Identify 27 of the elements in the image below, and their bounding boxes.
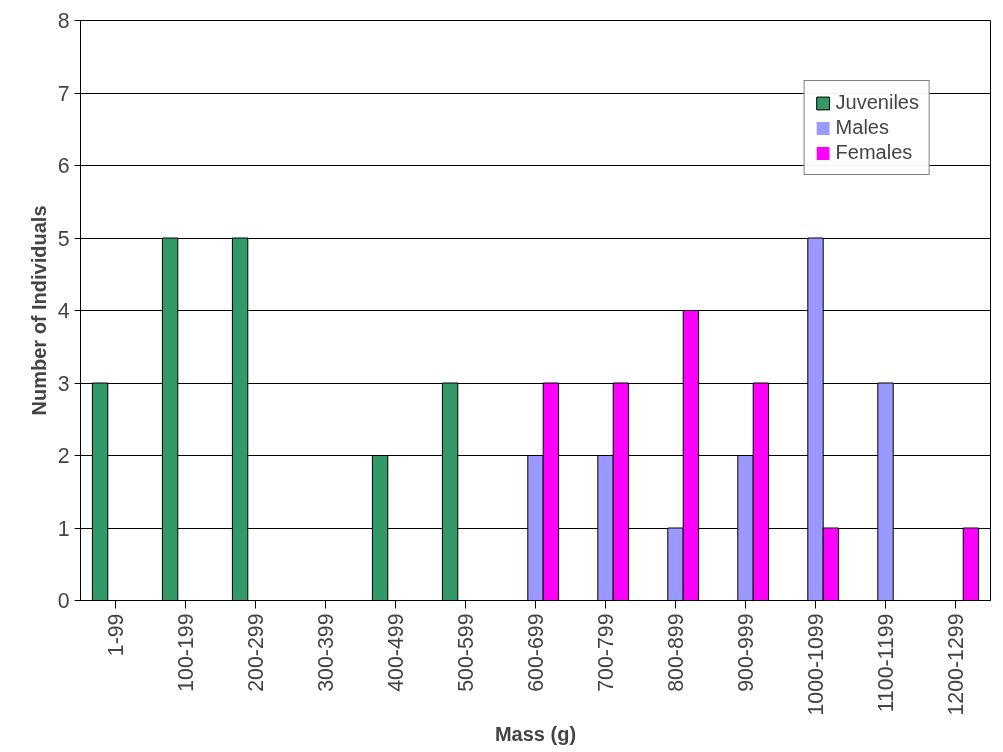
y-axis-title: Number of Individuals: [27, 205, 50, 416]
y-tick-label: 4: [57, 299, 70, 323]
y-tick-label: 5: [57, 226, 70, 251]
x-tick-label: 200-299: [244, 613, 268, 692]
x-tick-label: 800-899: [664, 613, 688, 692]
legend-label: Females: [835, 141, 913, 164]
legend-label: Males: [835, 116, 889, 139]
x-tick-label: 100-199: [174, 613, 198, 692]
x-tick-label: 1100-1199: [874, 613, 898, 713]
x-tick-label: 400-499: [384, 613, 408, 692]
y-tick-label: 3: [57, 371, 70, 396]
x-tick-label: 1000-1099: [804, 613, 828, 716]
y-tick-label: 2: [57, 444, 70, 468]
x-tick-label: 1200-1299: [944, 613, 968, 716]
x-axis-title: Mass (g): [494, 723, 577, 746]
x-tick-label: 300-399: [314, 613, 338, 692]
y-tick-label: 1: [57, 516, 70, 541]
x-tick-label: 700-799: [594, 613, 618, 692]
x-tick-label: 900-999: [734, 613, 758, 692]
x-tick-label: 600-699: [524, 613, 548, 692]
y-tick-label: 0: [57, 589, 70, 613]
x-tick-label: 1-99: [104, 613, 128, 657]
y-tick-label: 6: [57, 154, 70, 178]
legend-label: Juveniles: [835, 91, 919, 114]
y-tick-label: 8: [57, 9, 70, 33]
y-tick-label: 7: [57, 81, 70, 106]
x-tick-label: 500-599: [454, 613, 478, 692]
